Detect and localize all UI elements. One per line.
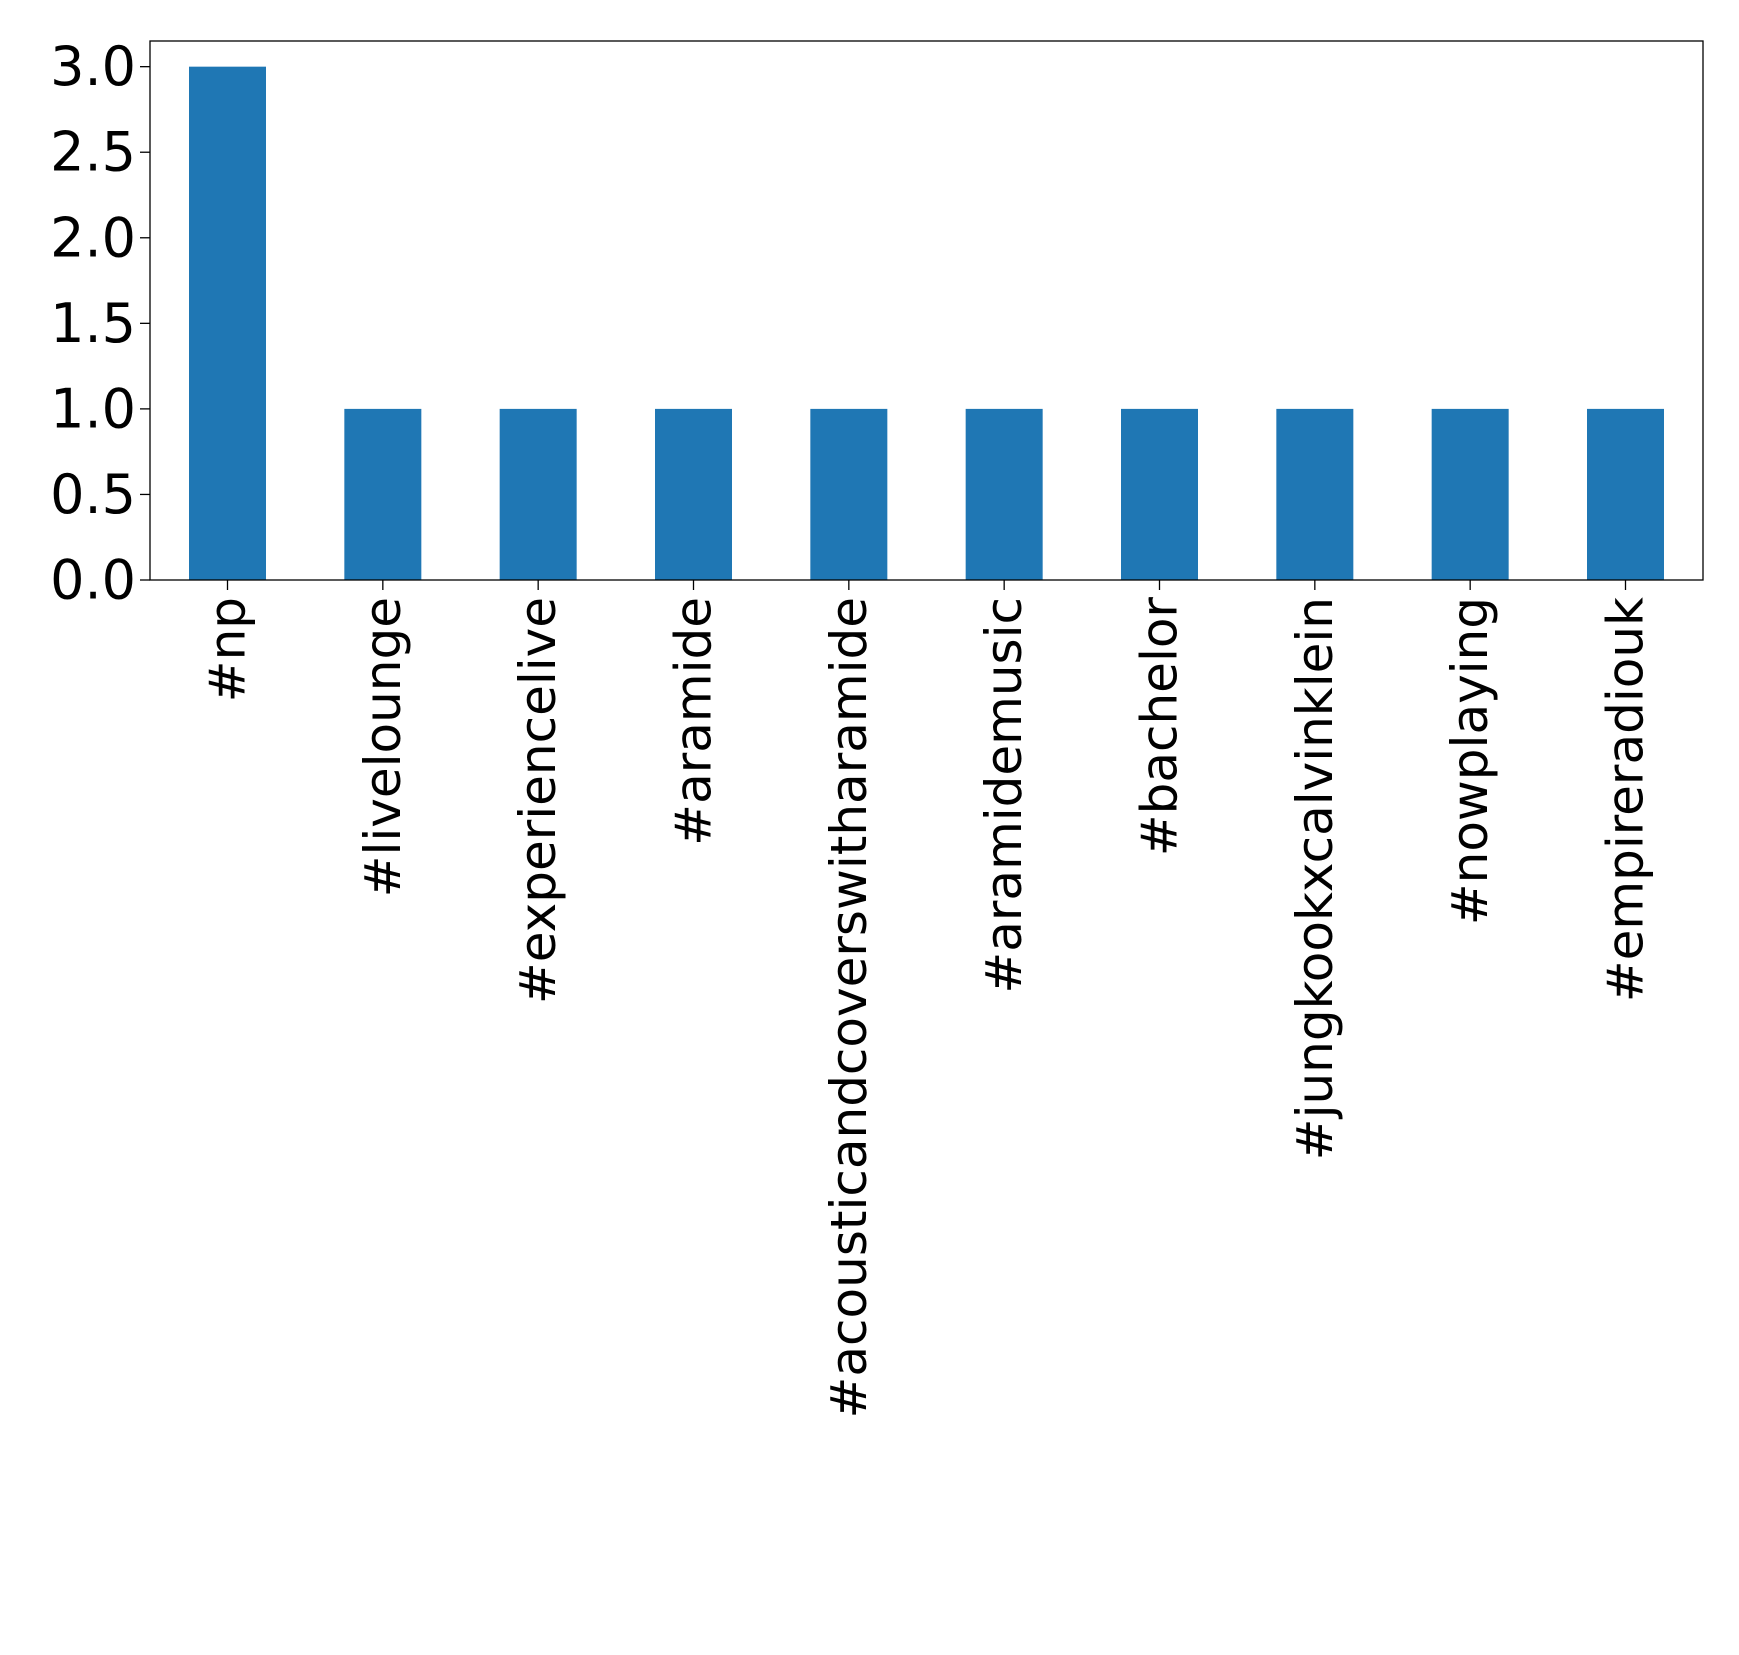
bar-nowplaying (1431, 408, 1509, 580)
x-tick-label: #bachelor (1131, 597, 1189, 857)
plot-frame (149, 40, 1704, 581)
bar-jungkookxcalvinklein (1276, 408, 1354, 580)
bar-np (189, 66, 266, 580)
x-tick-label: #livelounge (354, 597, 412, 897)
x-axis: #np #livelounge #experiencelive #aramide #ac… (199, 580, 1655, 1418)
y-tick-label: 2.5 (50, 121, 136, 184)
x-tick-label: #experiencelive (509, 597, 567, 1004)
x-tick-label: #jungkookxcalvinklein (1286, 597, 1344, 1160)
y-tick-label: 0.5 (50, 463, 136, 526)
bar-empireradiouk (1587, 408, 1664, 580)
bar-livelounge (344, 408, 422, 580)
bar-aramide (655, 408, 732, 580)
y-tick-label: 1.0 (50, 377, 136, 440)
bar-aramidemusic (965, 408, 1043, 580)
y-axis: 0.0 0.5 1.0 1.5 2.0 2.5 3.0 (50, 35, 150, 612)
x-tick-label: #aramidemusic (975, 597, 1033, 994)
x-tick-label: #np (199, 597, 257, 702)
bar-bachelor (1121, 408, 1198, 580)
y-tick-label: 1.5 (50, 292, 136, 355)
y-tick-label: 3.0 (50, 35, 136, 98)
bar-acousticandcoverswitharamide (810, 408, 888, 580)
x-tick-label: #aramide (665, 597, 723, 846)
x-tick-label: #acousticandcoverswitharamide (820, 597, 878, 1418)
y-tick-label: 0.0 (50, 549, 136, 612)
y-tick-label: 2.0 (50, 206, 136, 269)
bar-experiencelive (499, 408, 577, 580)
x-tick-label: #nowplaying (1441, 597, 1499, 925)
bars-group (189, 66, 1664, 580)
x-tick-label: #empireradiouk (1597, 597, 1655, 1002)
